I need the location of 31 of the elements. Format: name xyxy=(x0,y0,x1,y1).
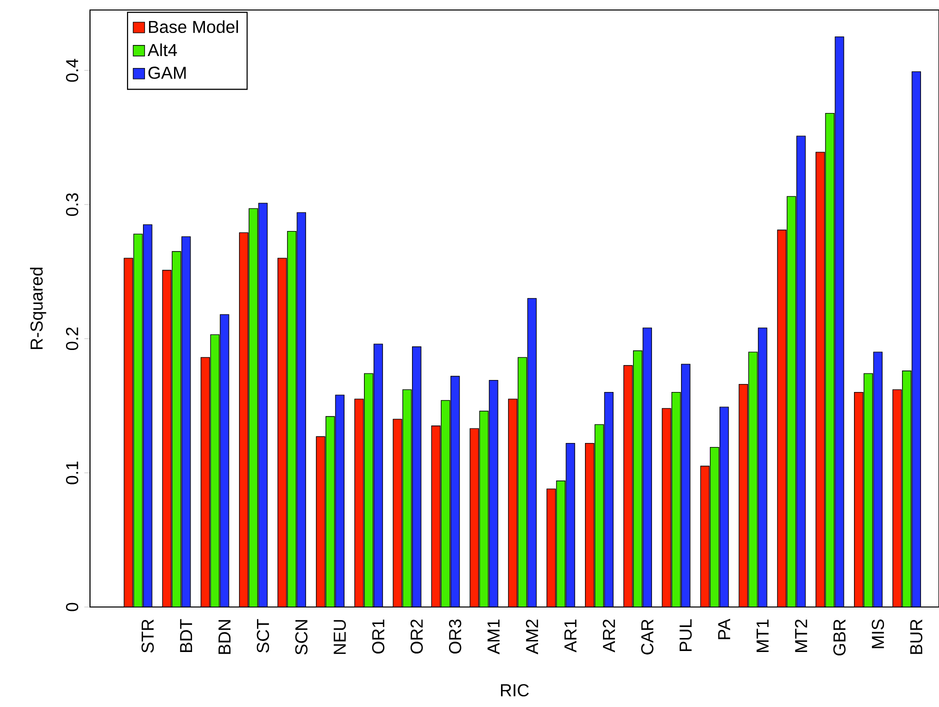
y-axis-title: R-Squared xyxy=(30,268,46,349)
x-tick-label: GBR xyxy=(833,620,846,656)
x-tick-label: OR2 xyxy=(410,620,423,654)
x-tick-label: BUR xyxy=(910,620,922,654)
y-tick-label: 0 xyxy=(66,602,78,612)
x-tick-label: STR xyxy=(142,620,154,653)
x-tick-label: AR1 xyxy=(564,620,576,652)
y-tick-label: 0.1 xyxy=(66,462,78,484)
y-tick-label: 0.3 xyxy=(66,193,78,216)
x-axis-title: RIC xyxy=(501,684,529,696)
x-tick-label: MT2 xyxy=(794,620,808,652)
x-tick-label: NEU xyxy=(334,620,346,654)
x-tick-label: AR2 xyxy=(602,620,615,652)
x-tick-label: PA xyxy=(718,618,730,640)
x-tick-label: OR3 xyxy=(448,619,462,654)
x-tick-label: CAR xyxy=(641,620,654,654)
x-tick-label: PUL xyxy=(680,619,692,652)
x-tick-label: SCT xyxy=(256,619,270,653)
x-tick-label: OR1 xyxy=(372,620,384,654)
x-tick-label: MT1 xyxy=(756,620,769,652)
y-tick-label: 0.4 xyxy=(66,58,78,82)
x-tick-label: BDN xyxy=(218,620,230,654)
x-tick-label: MIS xyxy=(872,620,884,648)
legend-label: GAM xyxy=(148,66,186,79)
x-tick-label: AM1 xyxy=(488,620,500,654)
legend-label: Base Model xyxy=(149,20,238,34)
x-tick-label: SCN xyxy=(295,620,308,655)
x-tick-label: AM2 xyxy=(526,620,538,654)
legend-label: Alt4 xyxy=(148,43,177,56)
x-tick-label: BDT xyxy=(180,619,192,652)
y-tick-label: 0.2 xyxy=(66,328,78,350)
